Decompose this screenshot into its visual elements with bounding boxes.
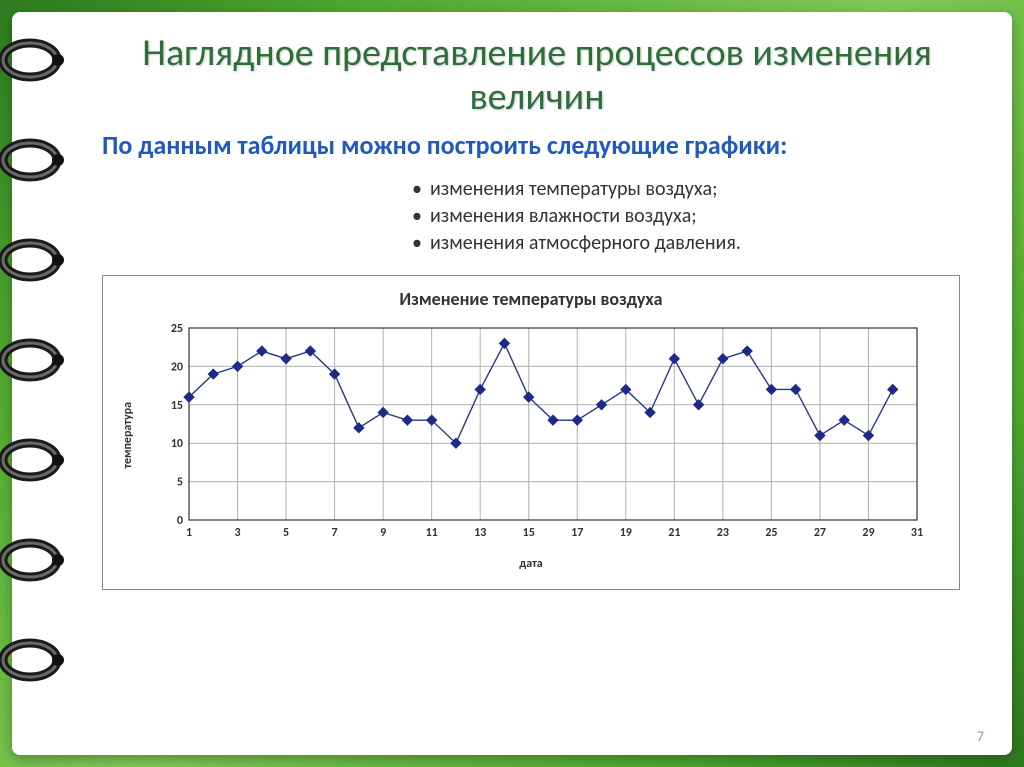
binder-ring [0, 436, 70, 484]
binder-ring [0, 636, 70, 684]
chart-plot: 0510152025135791113151719212325272931 [141, 318, 941, 553]
svg-text:23: 23 [717, 526, 729, 540]
chart-body: температура 0510152025135791113151719212… [121, 318, 941, 553]
bullet-list: изменения температуры воздуха;изменения … [412, 176, 972, 257]
binder-ring [0, 136, 70, 184]
svg-text:15: 15 [523, 526, 535, 540]
svg-text:5: 5 [283, 526, 289, 540]
chart-title: Изменение температуры воздуха [121, 288, 941, 310]
binder-ring [0, 336, 70, 384]
svg-text:27: 27 [814, 526, 826, 540]
svg-text:21: 21 [668, 526, 680, 540]
binder-ring [0, 536, 70, 584]
spiral-binding [0, 12, 80, 755]
svg-text:19: 19 [620, 526, 632, 540]
svg-text:9: 9 [380, 526, 386, 540]
svg-text:13: 13 [474, 526, 486, 540]
svg-text:17: 17 [571, 526, 583, 540]
svg-text:20: 20 [171, 360, 183, 374]
binder-ring [0, 36, 70, 84]
svg-text:1: 1 [186, 526, 192, 540]
slide-title: Наглядное представление процессов измене… [102, 32, 972, 119]
svg-text:5: 5 [177, 475, 183, 489]
bullet-item: изменения атмосферного давления. [412, 230, 972, 257]
svg-text:10: 10 [171, 437, 183, 451]
x-axis-label: дата [121, 557, 941, 571]
slide-subtitle: По данным таблицы можно построить следую… [102, 129, 972, 162]
svg-text:15: 15 [171, 399, 183, 413]
y-axis-label: температура [121, 402, 135, 469]
svg-text:25: 25 [171, 322, 183, 336]
svg-text:11: 11 [426, 526, 438, 540]
svg-text:0: 0 [177, 514, 183, 528]
page-number: 7 [977, 728, 984, 745]
svg-text:7: 7 [332, 526, 338, 540]
binder-ring [0, 236, 70, 284]
bullet-item: изменения температуры воздуха; [412, 176, 972, 203]
svg-text:29: 29 [862, 526, 874, 540]
svg-text:25: 25 [765, 526, 777, 540]
svg-text:3: 3 [234, 526, 240, 540]
bullet-item: изменения влажности воздуха; [412, 203, 972, 230]
svg-text:31: 31 [911, 526, 923, 540]
slide-page: Наглядное представление процессов измене… [12, 12, 1012, 755]
chart-container: Изменение температуры воздуха температур… [102, 275, 960, 590]
